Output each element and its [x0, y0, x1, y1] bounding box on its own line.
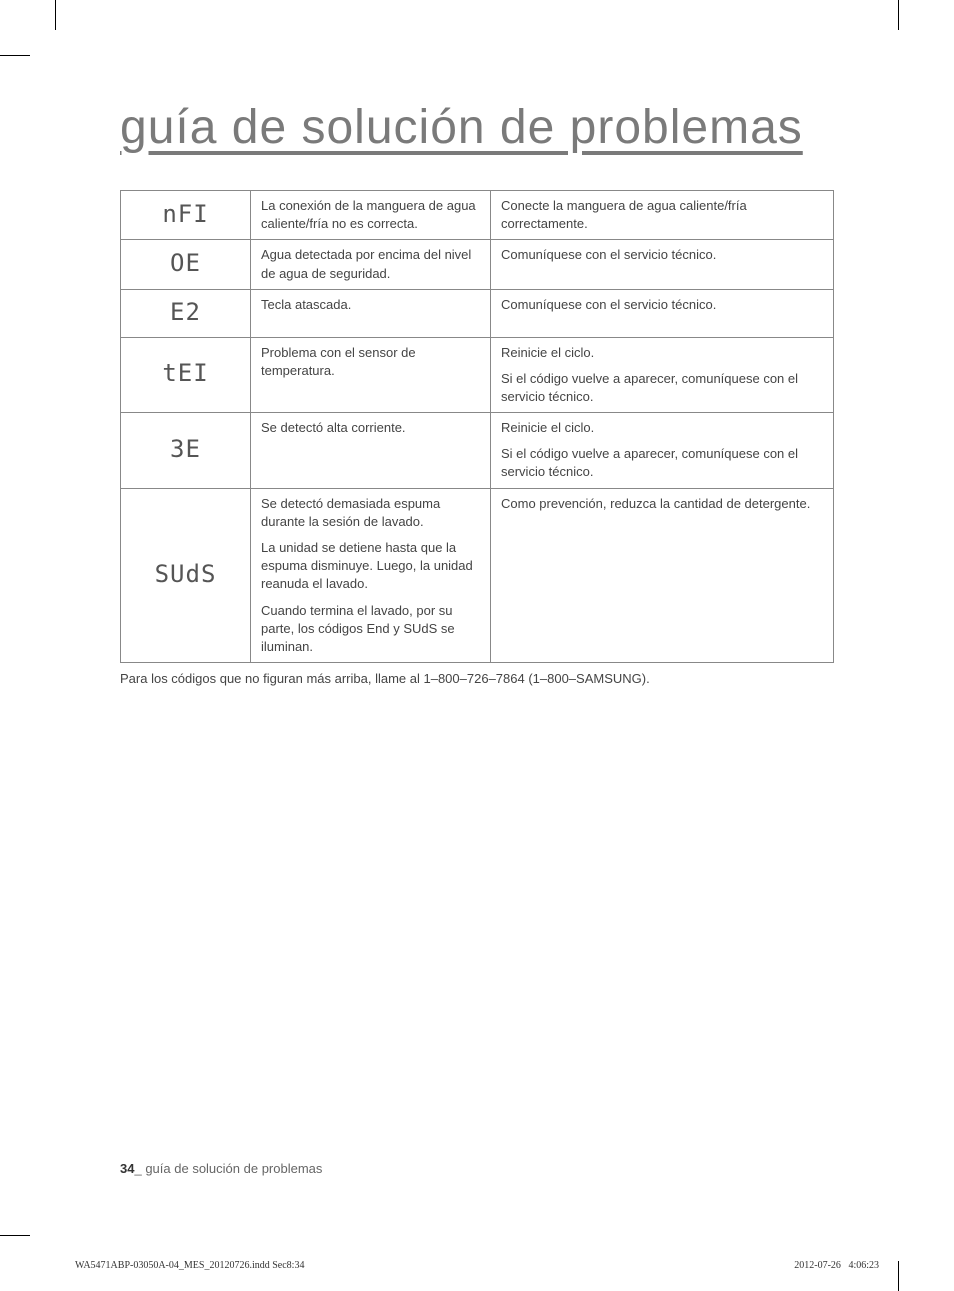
problem-text: Se detectó alta corriente. — [251, 413, 491, 489]
solution-text: Como prevención, reduzca la cantidad de … — [491, 488, 834, 663]
footer-note: Para los códigos que no figuran más arri… — [120, 671, 834, 686]
crop-mark — [55, 0, 56, 30]
crop-mark — [0, 55, 30, 56]
problem-text: Tecla atascada. — [251, 289, 491, 337]
problem-text: Problema con el sensor de temperatura. — [251, 337, 491, 413]
problem-text: Se detectó demasiada espuma durante la s… — [251, 488, 491, 663]
error-code-icon: 3E — [121, 413, 251, 489]
error-code-icon: tEI — [121, 337, 251, 413]
page-number: 34 — [120, 1161, 134, 1176]
page-content: guía de solución de problemas nFI La con… — [120, 100, 834, 686]
table-row: nFI La conexión de la manguera de agua c… — [121, 191, 834, 240]
error-codes-table: nFI La conexión de la manguera de agua c… — [120, 190, 834, 663]
crop-mark — [898, 1261, 899, 1291]
table-row: 3E Se detectó alta corriente. Reinicie e… — [121, 413, 834, 489]
error-code-icon: E2 — [121, 289, 251, 337]
page-title: guía de solución de problemas — [120, 100, 834, 155]
table-row: tEI Problema con el sensor de temperatur… — [121, 337, 834, 413]
solution-text: Reinicie el ciclo. Si el código vuelve a… — [491, 413, 834, 489]
crop-mark — [898, 0, 899, 30]
solution-text: Conecte la manguera de agua caliente/frí… — [491, 191, 834, 240]
problem-text: Agua detectada por encima del nivel de a… — [251, 240, 491, 289]
problem-text: La conexión de la manguera de agua calie… — [251, 191, 491, 240]
footer-section-name: guía de solución de problemas — [145, 1161, 322, 1176]
table-row: SUdS Se detectó demasiada espuma durante… — [121, 488, 834, 663]
table-row: E2 Tecla atascada. Comuníquese con el se… — [121, 289, 834, 337]
page-footer: 34_ guía de solución de problemas — [120, 1161, 322, 1176]
print-filename: WA5471ABP-03050A-04_MES_20120726.indd Se… — [75, 1260, 304, 1271]
crop-mark — [0, 1235, 30, 1236]
error-code-icon: nFI — [121, 191, 251, 240]
solution-text: Reinicie el ciclo. Si el código vuelve a… — [491, 337, 834, 413]
error-code-icon: OE — [121, 240, 251, 289]
print-metadata-footer: WA5471ABP-03050A-04_MES_20120726.indd Se… — [75, 1260, 879, 1271]
table-row: OE Agua detectada por encima del nivel d… — [121, 240, 834, 289]
print-datetime: 2012-07-26 4:06:23 — [794, 1260, 879, 1271]
solution-text: Comuníquese con el servicio técnico. — [491, 289, 834, 337]
error-code-icon: SUdS — [121, 488, 251, 663]
solution-text: Comuníquese con el servicio técnico. — [491, 240, 834, 289]
